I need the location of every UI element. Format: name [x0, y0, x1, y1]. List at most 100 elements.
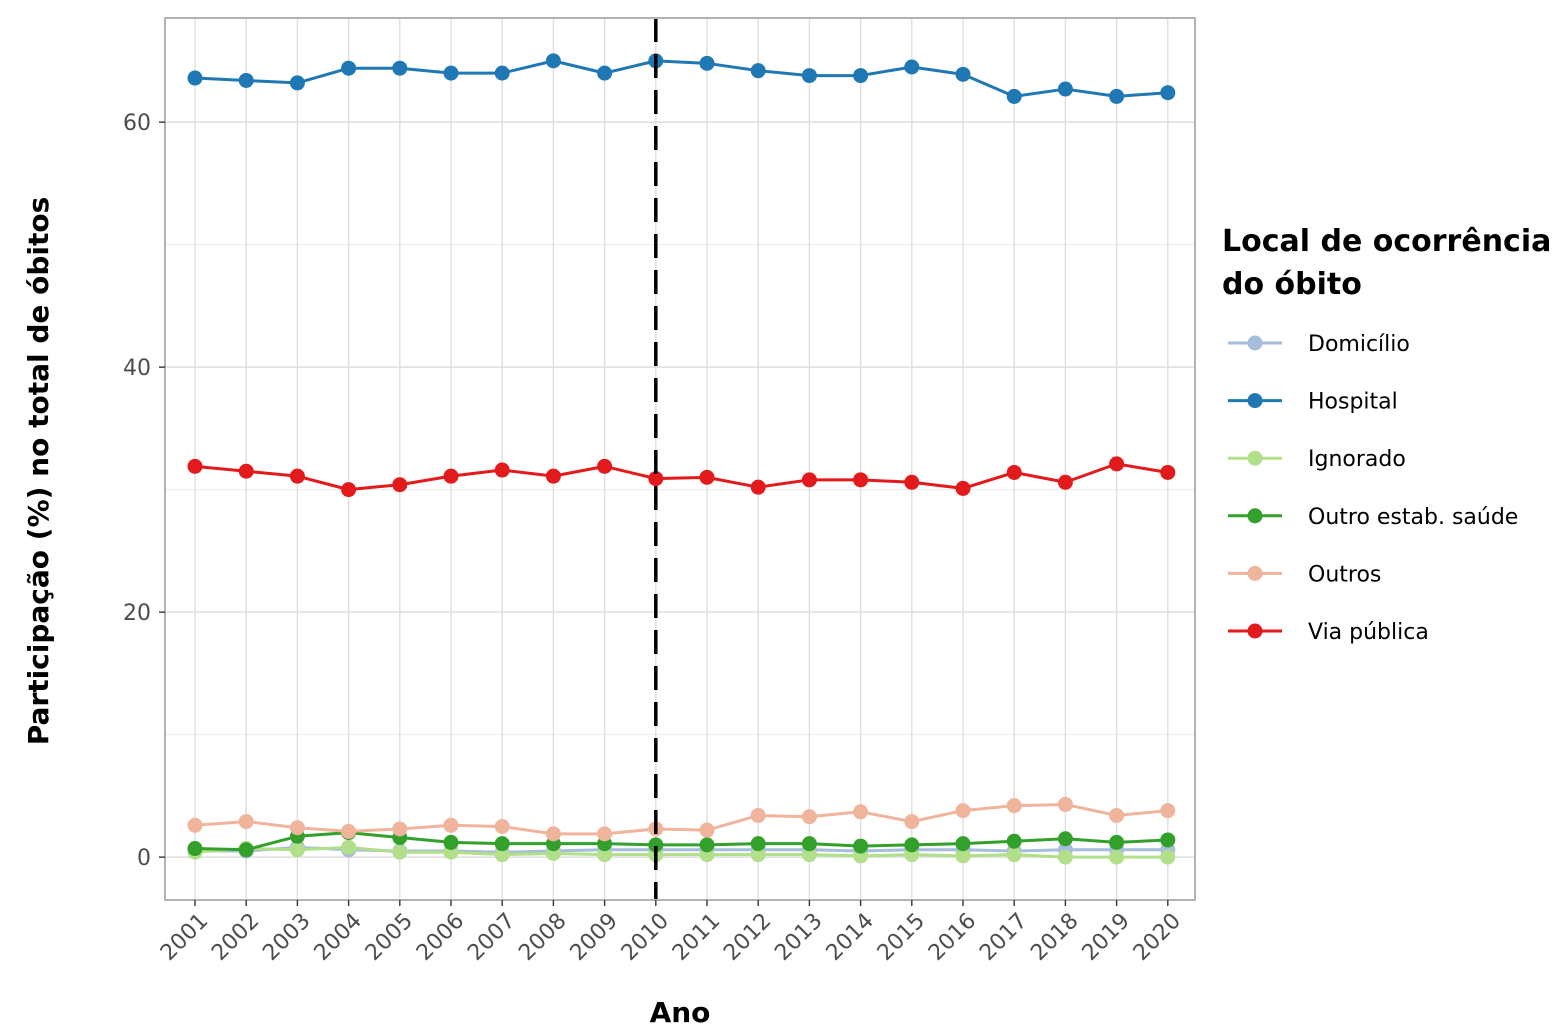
data-point [1160, 832, 1176, 848]
legend-key-point [1247, 623, 1263, 639]
legend-item: Domicílio [1228, 332, 1410, 357]
data-point [289, 75, 305, 91]
legend-label: Outros [1308, 562, 1381, 587]
data-point [1160, 85, 1176, 101]
data-point [699, 837, 715, 853]
legend-key-point [1247, 508, 1263, 524]
data-point [597, 458, 613, 474]
data-point [597, 847, 613, 863]
data-point [1109, 807, 1125, 823]
legend-item: Outro estab. saúde [1228, 505, 1518, 530]
data-point [341, 839, 357, 855]
data-point [341, 60, 357, 76]
x-tick-label: 2010 [617, 909, 674, 966]
data-point [955, 803, 971, 819]
series-outro-estab-saude [187, 825, 1176, 858]
x-tick-label: 2016 [924, 909, 981, 966]
legend-item: Outros [1228, 562, 1381, 587]
data-point [853, 838, 869, 854]
legend: Local de ocorrência do óbito Domicílio Ho… [1222, 224, 1551, 645]
y-tick-label: 0 [137, 846, 151, 871]
x-tick-label: 2012 [719, 909, 776, 966]
x-tick-label: 2003 [258, 909, 315, 966]
x-tick-label: 2019 [1078, 909, 1135, 966]
data-point [187, 70, 203, 86]
data-point [494, 836, 510, 852]
data-point [289, 842, 305, 858]
data-point [392, 821, 408, 837]
data-point [341, 823, 357, 839]
x-tick-label: 2020 [1129, 909, 1186, 966]
x-tick-label: 2011 [668, 909, 725, 966]
data-point [494, 847, 510, 863]
data-point [545, 468, 561, 484]
x-tick-label: 2013 [770, 909, 827, 966]
legend-key-point [1247, 393, 1263, 409]
legend-label: Ignorado [1308, 447, 1406, 472]
data-point [238, 814, 254, 830]
data-point [1057, 474, 1073, 490]
data-point [1006, 847, 1022, 863]
series-line [194, 831, 1168, 852]
data-point [904, 837, 920, 853]
data-point [801, 836, 817, 852]
data-point [648, 471, 664, 487]
data-point [341, 482, 357, 498]
x-tick-label: 2007 [463, 909, 520, 966]
legend-key-point [1247, 565, 1263, 581]
legend-label: Outro estab. saúde [1308, 505, 1518, 530]
data-point [1057, 796, 1073, 812]
data-point [750, 836, 766, 852]
legend-item: Ignorado [1228, 447, 1406, 472]
legend-title-line-1: Local de ocorrência [1222, 224, 1551, 259]
x-tick-label: 2018 [1026, 909, 1083, 966]
x-tick-label: 2006 [412, 909, 469, 966]
legend-key-point [1247, 335, 1263, 351]
data-point [545, 826, 561, 842]
data-point [1006, 464, 1022, 480]
data-point [1109, 456, 1125, 472]
data-point [289, 468, 305, 484]
data-point [1109, 88, 1125, 104]
data-point [1006, 88, 1022, 104]
legend-item: Via pública [1228, 620, 1429, 645]
legend-label: Domicílio [1308, 332, 1410, 357]
data-point [801, 847, 817, 863]
y-tick-label: 40 [123, 356, 151, 381]
x-tick-label: 2008 [514, 909, 571, 966]
data-point [699, 822, 715, 838]
data-point [904, 474, 920, 490]
data-point [1057, 81, 1073, 97]
legend-item: Hospital [1228, 390, 1398, 415]
data-point [187, 817, 203, 833]
data-point [955, 66, 971, 82]
panel-border [164, 17, 1196, 901]
data-point [187, 841, 203, 857]
data-point [853, 804, 869, 820]
x-tick-label: 2005 [361, 909, 418, 966]
data-point [494, 819, 510, 834]
data-point [494, 462, 510, 478]
data-point [392, 477, 408, 493]
data-point [443, 817, 459, 833]
series-line [194, 845, 1168, 859]
data-point [750, 847, 766, 863]
data-point [853, 68, 869, 84]
data-point [955, 848, 971, 864]
series-line [194, 802, 1168, 836]
data-point [1160, 464, 1176, 480]
data-point [443, 468, 459, 484]
data-point [187, 458, 203, 474]
data-point [392, 60, 408, 76]
data-point [750, 807, 766, 823]
data-point [1057, 849, 1073, 865]
series-line [194, 59, 1168, 98]
grid [165, 18, 1195, 900]
data-point [699, 55, 715, 71]
series-line [194, 462, 1169, 492]
data-point [597, 65, 613, 81]
data-point [443, 834, 459, 850]
series-hospital [187, 53, 1176, 104]
series-outros [187, 796, 1176, 842]
data-point [1006, 833, 1022, 849]
